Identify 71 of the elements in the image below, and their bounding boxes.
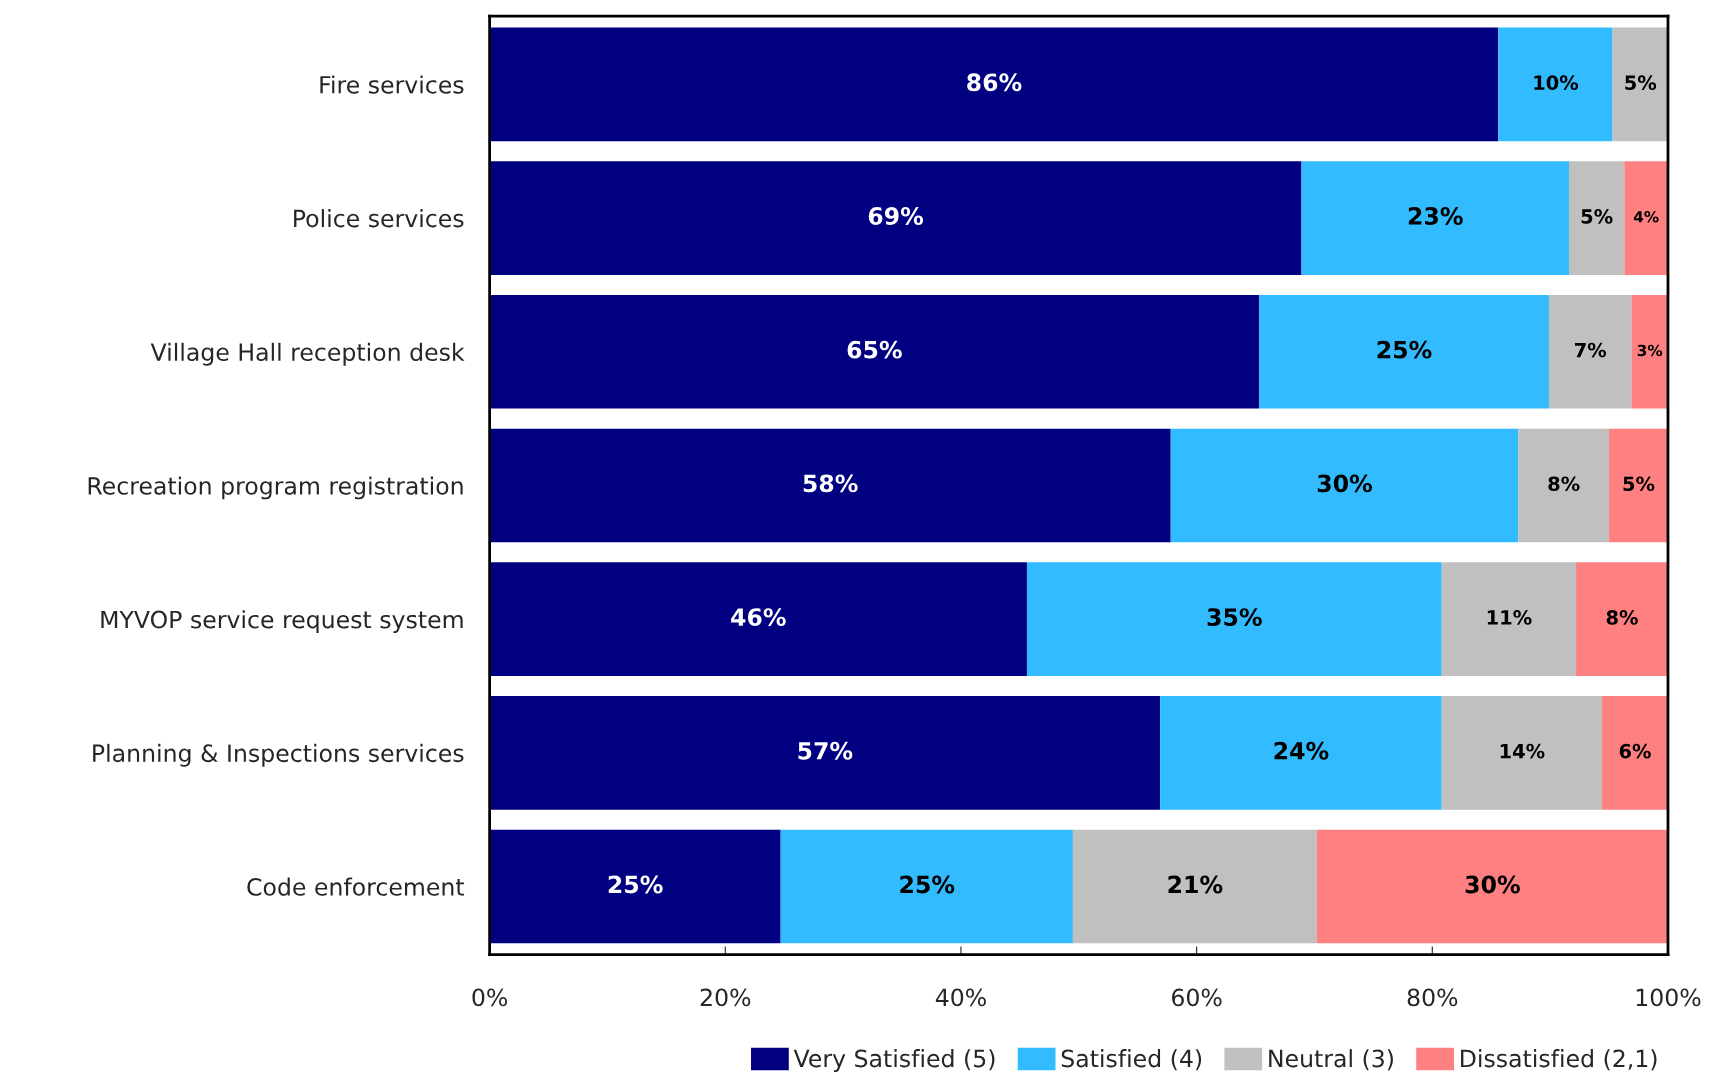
- x-tick-label: 20%: [700, 988, 751, 1007]
- data-label: 24%: [1274, 741, 1329, 760]
- data-label: 25%: [1377, 340, 1432, 359]
- y-tick-label: Village Hall reception desk: [150, 342, 465, 366]
- bar: [489, 829, 781, 944]
- bar: [1631, 294, 1668, 409]
- bar: [1301, 161, 1569, 275]
- data-label: 4%: [1633, 210, 1659, 223]
- x-tick-label: 80%: [1407, 988, 1458, 1007]
- x-tick-label: 60%: [1172, 988, 1222, 1007]
- y-tick-label: Planning & Inspections services: [93, 743, 464, 767]
- data-label: 25%: [608, 875, 663, 894]
- data-label: 58%: [803, 474, 858, 493]
- bar: [1624, 161, 1668, 275]
- bar: [489, 696, 1161, 810]
- y-tick-label: Police services: [294, 209, 464, 228]
- data-label: 14%: [1500, 743, 1545, 759]
- bar: [1441, 696, 1602, 810]
- y-tick-label: Recreation program registration: [88, 476, 463, 500]
- bar: [489, 27, 1499, 142]
- x-tick-label: 100%: [1636, 988, 1701, 1007]
- bar: [1609, 428, 1668, 543]
- y-tick-label: MYVOP service request system: [101, 610, 463, 634]
- bar: [1576, 562, 1668, 676]
- bar: [1601, 696, 1668, 810]
- data-label: 5%: [1581, 209, 1613, 224]
- bar: [1441, 562, 1577, 676]
- data-label: 46%: [731, 608, 786, 626]
- bar: [489, 161, 1302, 275]
- bar: [1072, 829, 1317, 944]
- legend-label: Neutral (3): [1269, 1049, 1393, 1071]
- data-label: 86%: [967, 73, 1022, 92]
- data-label: 25%: [900, 875, 955, 894]
- bar: [1518, 428, 1610, 543]
- data-label: 5%: [1625, 75, 1657, 91]
- legend-label: Dissatisfied (2,1): [1461, 1049, 1657, 1071]
- data-label: 8%: [1606, 610, 1638, 625]
- data-label: 35%: [1207, 608, 1262, 626]
- bar: [1259, 294, 1549, 409]
- bar: [489, 294, 1260, 409]
- data-label: 3%: [1637, 344, 1663, 357]
- bar: [780, 829, 1073, 944]
- data-label: 11%: [1487, 610, 1532, 625]
- bar: [489, 562, 1027, 676]
- bar: [489, 428, 1171, 543]
- legend-label: Very Satisfied (5): [793, 1049, 995, 1072]
- data-label: 30%: [1317, 474, 1373, 493]
- data-label: 7%: [1574, 342, 1607, 358]
- data-label: 21%: [1168, 875, 1223, 894]
- data-label: 30%: [1465, 875, 1520, 894]
- bar: [1316, 829, 1668, 944]
- data-label: 23%: [1408, 207, 1463, 225]
- y-tick-label: Fire services: [320, 75, 464, 94]
- bar: [1160, 696, 1442, 810]
- data-label: 6%: [1619, 743, 1651, 759]
- data-label: 57%: [798, 741, 853, 760]
- bar: [1170, 428, 1519, 543]
- bar: [1548, 294, 1632, 409]
- data-label: 10%: [1534, 75, 1579, 91]
- bar: [1568, 161, 1625, 275]
- data-label: 69%: [868, 207, 924, 225]
- bar: [1498, 27, 1613, 142]
- data-label: 65%: [847, 340, 902, 359]
- data-label: 8%: [1548, 476, 1580, 492]
- bar: [1612, 27, 1668, 142]
- bar: [1026, 562, 1442, 676]
- y-tick-label: Code enforcement: [247, 877, 465, 896]
- x-tick-label: 0%: [472, 988, 508, 1007]
- legend-label: Satisfied (4): [1061, 1049, 1202, 1071]
- data-label: 5%: [1623, 476, 1655, 492]
- x-tick-label: 40%: [935, 988, 986, 1007]
